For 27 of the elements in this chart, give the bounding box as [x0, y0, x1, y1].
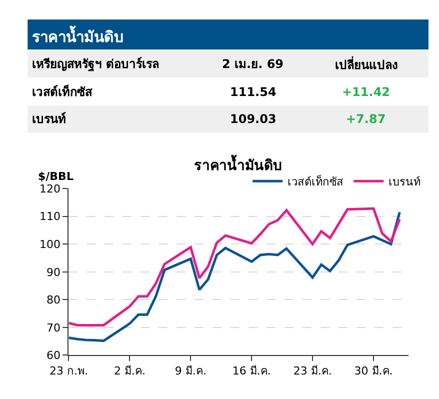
y-axis-title: $/BBL: [38, 170, 74, 183]
y-tick-label: 100: [40, 238, 61, 251]
category-label: 2 เม.ย. 69: [222, 57, 284, 71]
y-tick-label: 80: [46, 294, 61, 307]
x-tick-label: 23 ก.พ.: [50, 364, 88, 378]
x-tick-label: 2 มี.ค.: [114, 364, 146, 378]
y-tick-label: 90: [46, 266, 61, 279]
text: เบรนท์: [32, 112, 66, 126]
x-tick-label: 9 มี.ค.: [174, 364, 206, 378]
category-label: เปลี่ยนแปลง: [335, 56, 398, 72]
text: ราคาน้ำมันดิบ: [32, 25, 124, 46]
text: +11.42: [342, 85, 390, 99]
y-tick-label: 120: [40, 182, 61, 196]
y-tick-label: 70: [46, 321, 61, 334]
legend-label: เบรนท์: [388, 175, 421, 188]
chart-title: ราคาน้ำมันดิบ: [194, 154, 282, 174]
y-tick-label: 60: [46, 349, 61, 362]
x-tick-label: 23 มี.ค.: [293, 364, 332, 378]
legend-label: เวสต์เท็กซัส: [288, 174, 344, 188]
text: เวสต์เท็กซัส: [32, 84, 93, 99]
x-tick-label: 30 มี.ค.: [354, 364, 393, 378]
category-label: เหรียญสหรัฐฯ ต่อบาร์เรล: [32, 57, 160, 72]
text: 109.03: [230, 112, 276, 126]
y-tick-label: 110: [40, 210, 61, 224]
text: +7.87: [346, 112, 386, 126]
text: 111.54: [230, 85, 276, 99]
x-tick-label: 16 มี.ค.: [232, 364, 271, 378]
